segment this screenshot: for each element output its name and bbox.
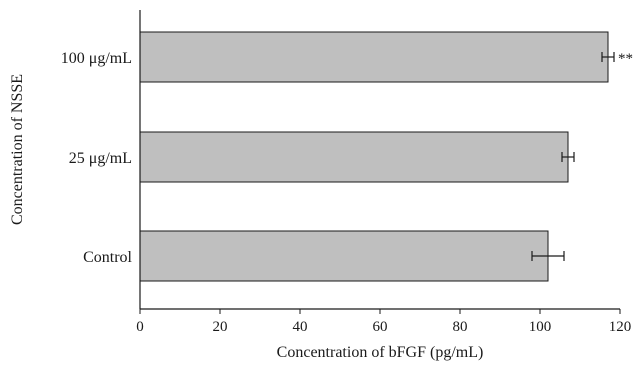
significance-layer: **	[618, 51, 633, 67]
category-labels-layer: Control 25 μg/mL 100 μg/mL	[61, 50, 133, 266]
x-axis-title: Concentration of bFGF (pg/mL)	[277, 344, 484, 361]
bar-1	[139, 131, 569, 183]
error-bar-2	[601, 52, 615, 62]
error-bars-layer	[531, 52, 615, 261]
x-tick-label-5: 100	[529, 319, 552, 335]
category-label-1: 25 μg/mL	[69, 150, 132, 167]
x-tick-label-0: 0	[136, 319, 144, 335]
significance-label-2: **	[618, 51, 633, 67]
x-tick-label-3: 60	[373, 319, 388, 335]
error-bar-1	[561, 152, 575, 162]
x-ticks-layer: 0 20 40 60 80 100 120	[136, 309, 631, 335]
category-label-0: Control	[83, 249, 132, 266]
bar-2	[139, 31, 609, 83]
category-label-2: 100 μg/mL	[61, 50, 132, 67]
x-tick-label-6: 120	[609, 319, 632, 335]
x-tick-label-4: 80	[453, 319, 468, 335]
bars-layer	[139, 31, 609, 282]
error-bar-0	[531, 251, 565, 261]
y-axis-title: Concentration of NSSE	[9, 74, 26, 225]
bar-0	[139, 230, 549, 282]
x-tick-label-1: 20	[213, 319, 228, 335]
x-tick-label-2: 40	[293, 319, 308, 335]
